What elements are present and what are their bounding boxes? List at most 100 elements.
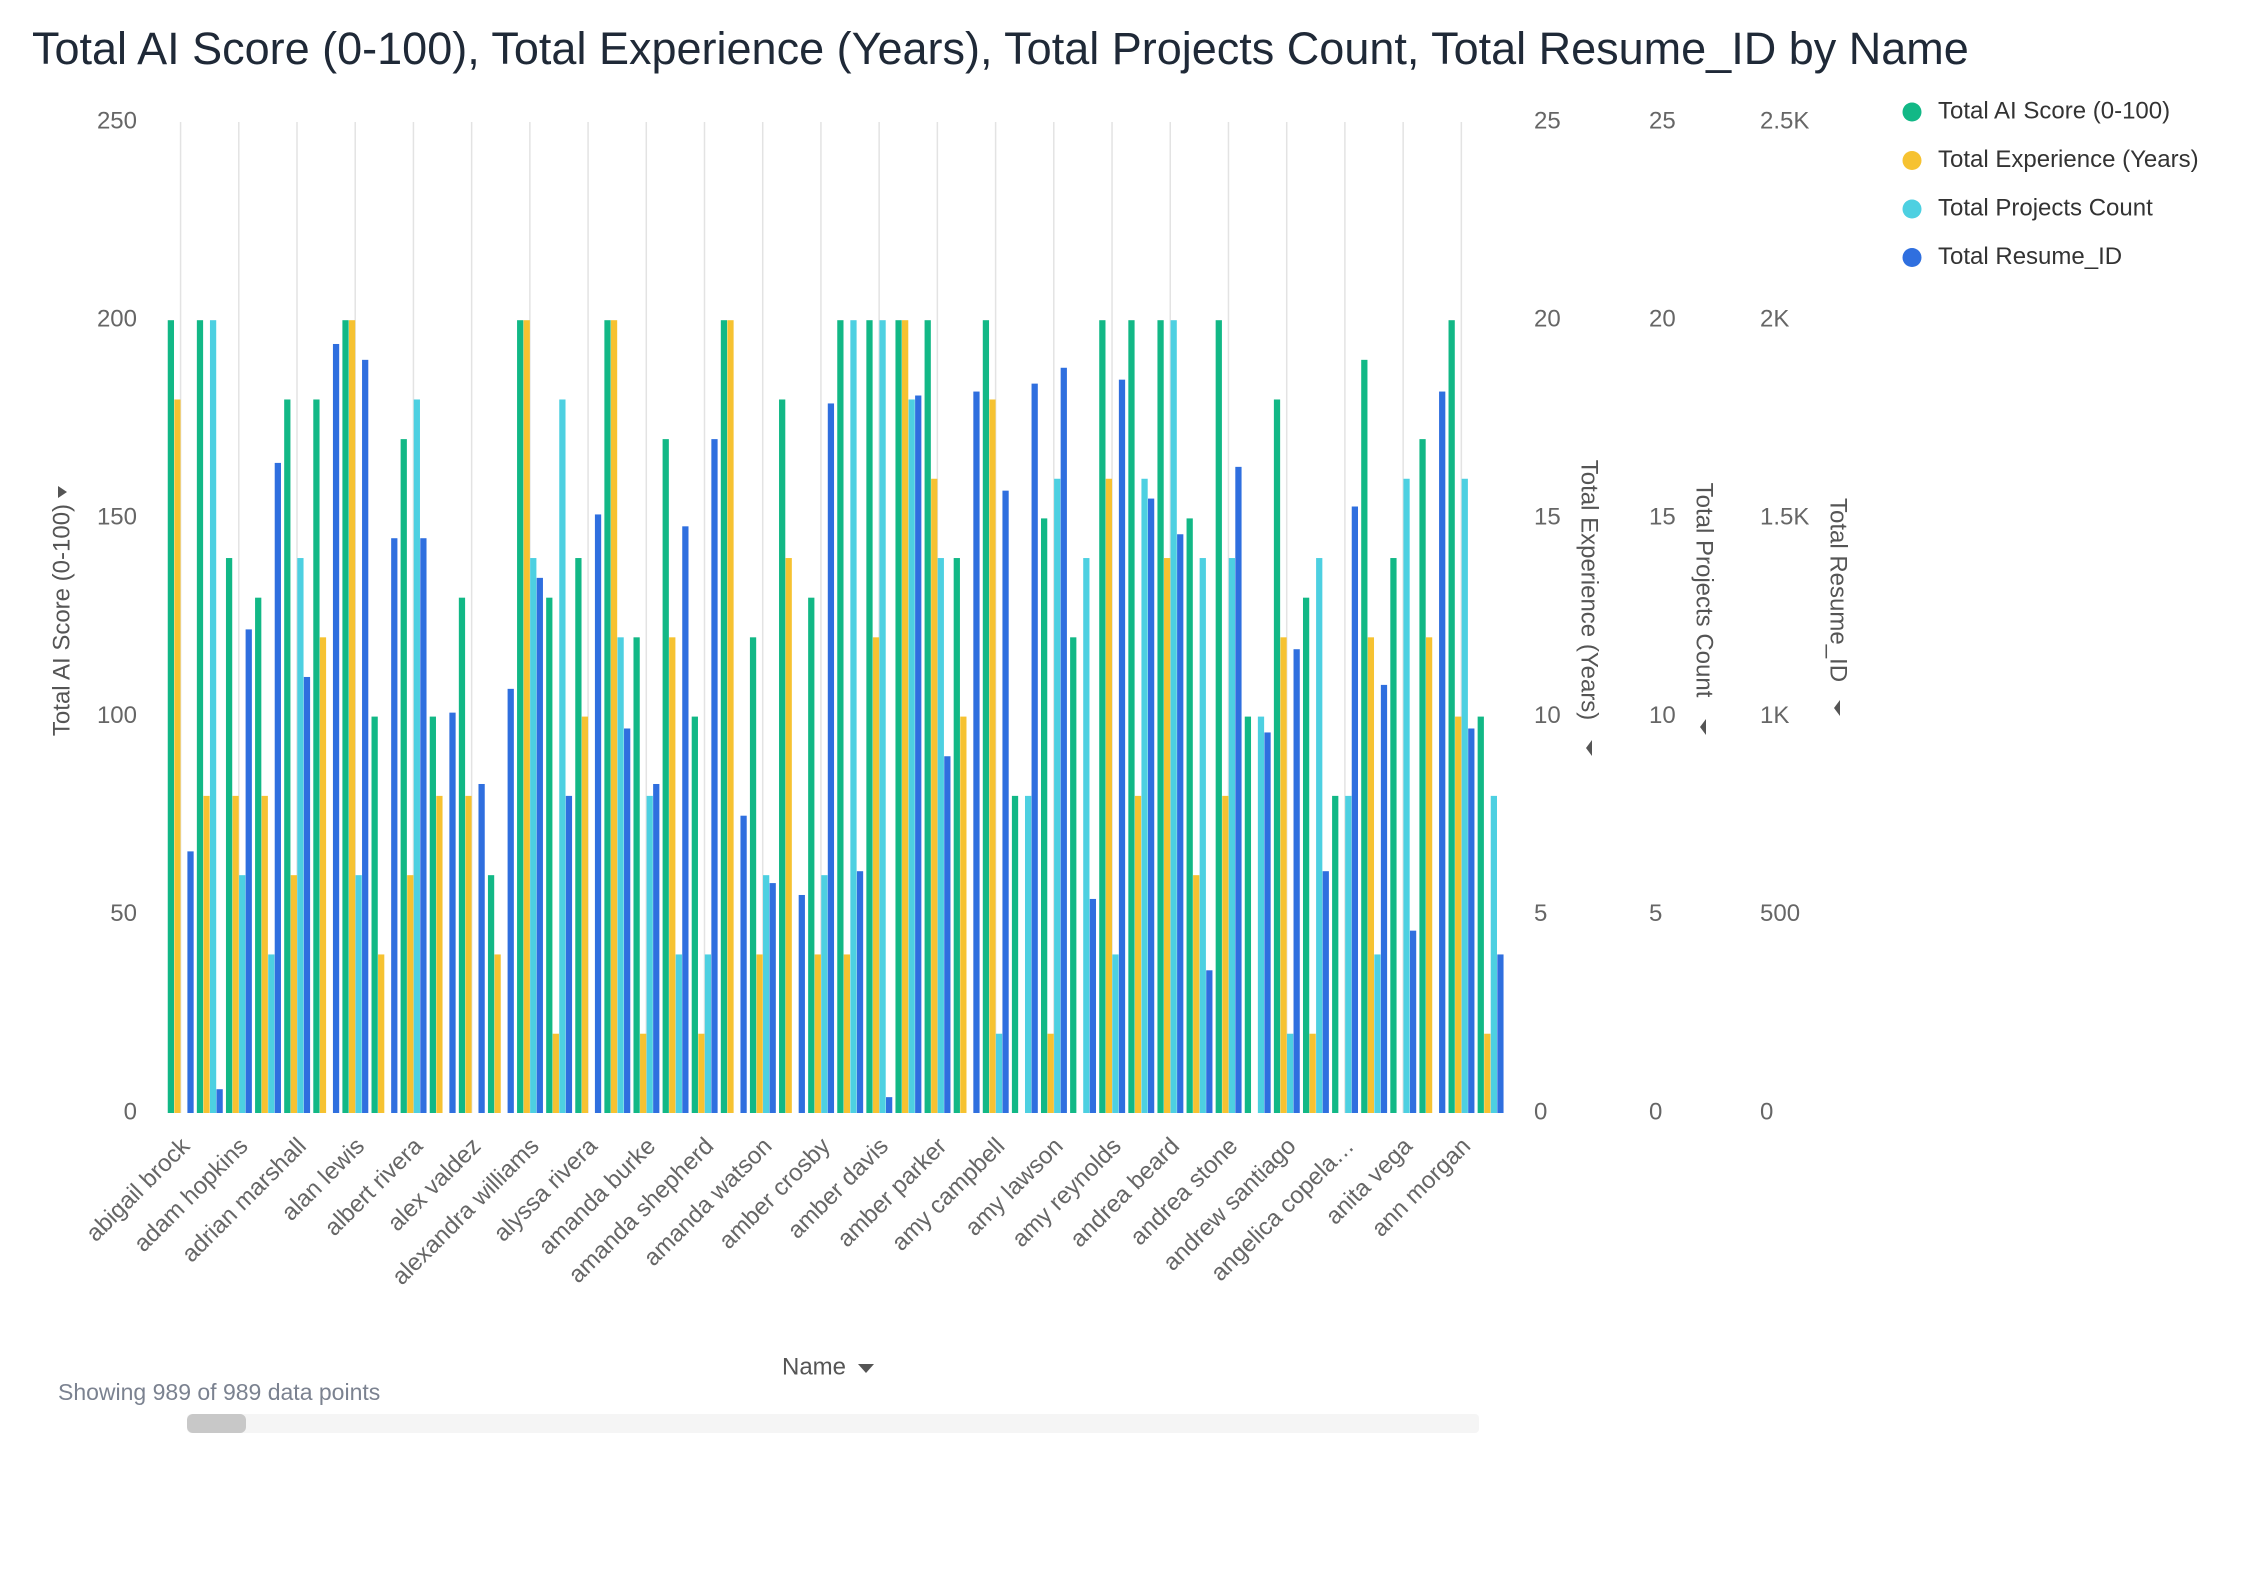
tick-label-y3: 20 xyxy=(1649,306,1676,333)
sort-caret[interactable] xyxy=(858,1364,874,1373)
bar xyxy=(1118,379,1126,1113)
bar xyxy=(371,716,378,1113)
bar xyxy=(931,478,938,1113)
axis-caret[interactable] xyxy=(1700,719,1706,735)
scrollbar-track[interactable] xyxy=(187,1414,1479,1433)
bar xyxy=(808,597,815,1113)
tick-label-y: 200 xyxy=(97,306,137,333)
bar xyxy=(284,399,291,1114)
tick-label-y: 150 xyxy=(97,504,137,531)
tick-label-y4: 1K xyxy=(1760,702,1789,729)
bar xyxy=(1468,728,1475,1113)
legend-label[interactable]: Total Resume_ID xyxy=(1938,243,2122,270)
bar xyxy=(187,851,194,1113)
tick-label-y: 100 xyxy=(97,702,137,729)
bar xyxy=(1163,558,1171,1113)
bar xyxy=(290,875,297,1113)
bar xyxy=(594,514,602,1113)
legend-swatch xyxy=(1902,199,1922,219)
bar xyxy=(1134,795,1142,1113)
bar xyxy=(507,688,514,1113)
bar xyxy=(953,558,960,1113)
bar xyxy=(908,399,915,1114)
bar xyxy=(915,395,922,1113)
chart-title: Total AI Score (0-100), Total Experience… xyxy=(32,23,1969,74)
bar xyxy=(332,343,340,1113)
bar xyxy=(704,954,712,1113)
bar xyxy=(756,954,763,1113)
bar xyxy=(944,756,951,1113)
axis-caret[interactable] xyxy=(58,486,67,498)
tick-label-y4: 0 xyxy=(1760,1098,1773,1125)
bar xyxy=(1170,320,1177,1113)
bar xyxy=(1070,637,1077,1113)
bar xyxy=(1332,795,1339,1113)
bar xyxy=(769,883,776,1113)
y3-axis-title[interactable]: Total Projects Count xyxy=(1691,483,1718,698)
bar xyxy=(902,320,909,1113)
bar xyxy=(691,716,698,1113)
x-axis-title[interactable]: Name xyxy=(782,1353,846,1380)
bar xyxy=(1264,732,1271,1113)
y4-axis-title[interactable]: Total Resume_ID xyxy=(1825,498,1852,682)
bar xyxy=(633,637,640,1113)
bar xyxy=(1089,898,1097,1113)
bar xyxy=(886,1097,893,1113)
bar xyxy=(1497,954,1504,1113)
scrollbar-thumb[interactable] xyxy=(187,1414,246,1433)
tick-label-y2: 10 xyxy=(1534,702,1561,729)
bar xyxy=(1286,1033,1294,1113)
bar xyxy=(517,320,524,1113)
legend-swatch xyxy=(1902,248,1922,267)
bar xyxy=(937,558,944,1113)
bar xyxy=(1215,320,1222,1113)
tick-label-y2: 25 xyxy=(1534,107,1561,134)
bar xyxy=(1105,478,1113,1113)
bar xyxy=(203,795,210,1113)
bar xyxy=(268,954,275,1113)
bar xyxy=(552,1033,559,1113)
axis-caret[interactable] xyxy=(1834,700,1840,716)
bar xyxy=(604,320,611,1113)
bar xyxy=(429,716,436,1113)
bar xyxy=(1477,716,1484,1113)
bar xyxy=(255,597,262,1113)
bar xyxy=(303,676,311,1113)
bar xyxy=(1403,478,1410,1113)
bar xyxy=(487,875,495,1113)
legend-label[interactable]: Total Projects Count xyxy=(1938,194,2153,221)
bar xyxy=(1031,383,1038,1113)
axis-caret[interactable] xyxy=(1586,740,1592,756)
bar xyxy=(581,716,589,1113)
bar xyxy=(407,875,414,1113)
legend-label[interactable]: Total AI Score (0-100) xyxy=(1938,97,2170,124)
bar xyxy=(1280,637,1287,1113)
y2-axis-title[interactable]: Total Experience (Years) xyxy=(1576,460,1603,721)
y-axis-title[interactable]: Total AI Score (0-100) xyxy=(48,504,75,736)
bar xyxy=(1244,716,1252,1113)
bar xyxy=(391,538,398,1113)
bar xyxy=(1112,954,1119,1113)
bar xyxy=(1455,716,1462,1113)
bar xyxy=(960,716,967,1113)
bar xyxy=(711,439,718,1113)
bar xyxy=(1177,534,1184,1113)
bar xyxy=(749,637,757,1113)
bar xyxy=(646,795,653,1113)
legend-label[interactable]: Total Experience (Years) xyxy=(1938,146,2199,173)
bar xyxy=(362,359,369,1114)
bar xyxy=(319,637,327,1113)
bar xyxy=(1083,558,1090,1113)
bar xyxy=(478,783,485,1113)
tick-label-y4: 500 xyxy=(1760,900,1800,927)
bar xyxy=(720,320,728,1113)
bar xyxy=(727,320,734,1113)
bar xyxy=(1302,597,1310,1113)
bar xyxy=(1322,871,1329,1113)
bar xyxy=(895,320,902,1113)
bar xyxy=(209,320,217,1113)
tick-label-y: 50 xyxy=(110,900,137,927)
bar xyxy=(662,439,669,1113)
bar xyxy=(232,795,239,1113)
